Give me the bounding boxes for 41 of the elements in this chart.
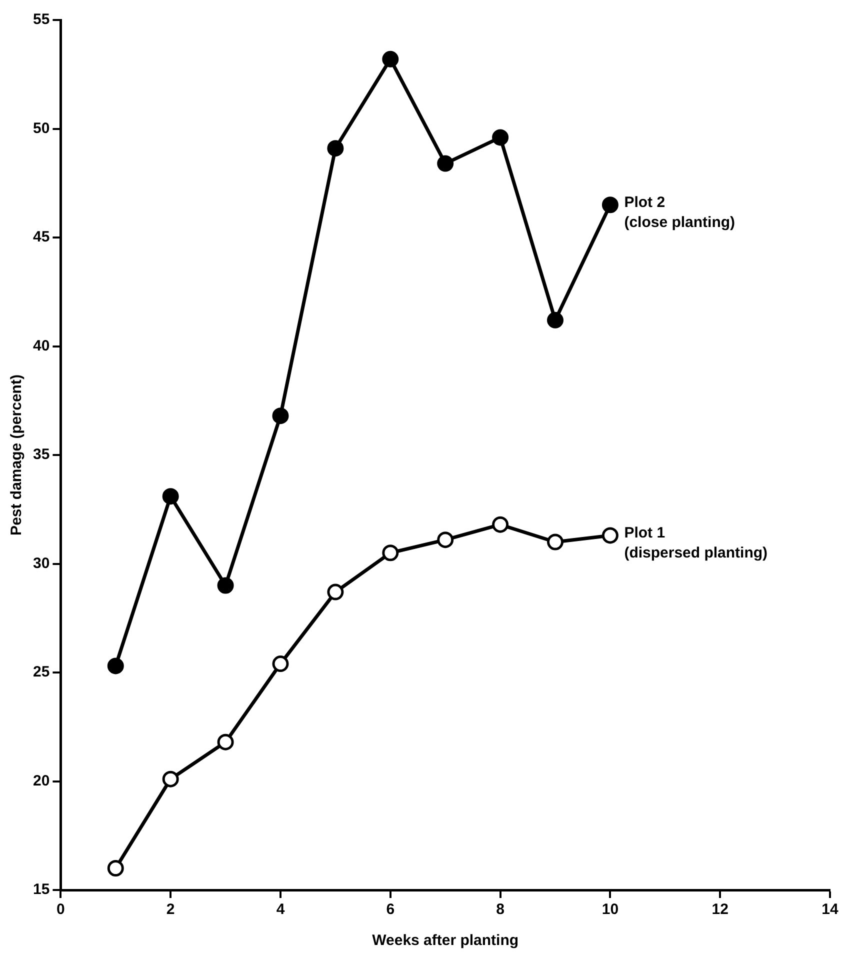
point — [382, 50, 399, 68]
point — [327, 140, 344, 157]
x-tick-label: 4 — [276, 901, 286, 918]
point — [437, 532, 454, 548]
y-tick-label: 25 — [32, 664, 50, 681]
x-tick-label: 10 — [602, 901, 619, 918]
series-label: Plot 1 (dispersed planting) — [624, 524, 768, 562]
x-tick-label: 12 — [712, 901, 728, 918]
point — [272, 408, 289, 424]
point — [217, 734, 234, 750]
y-tick-label: 45 — [32, 228, 50, 246]
x-tick-label: 6 — [386, 901, 395, 918]
point — [437, 155, 454, 172]
x-tick-label: 2 — [166, 901, 175, 918]
point — [327, 584, 344, 600]
point — [382, 544, 399, 562]
point — [107, 658, 124, 674]
x-tick-label: 0 — [56, 901, 65, 918]
y-tick-label: 20 — [32, 772, 50, 790]
y-tick-label: 40 — [32, 337, 50, 354]
x-axis-title: Weeks after planting — [372, 932, 519, 950]
y-tick-label: 30 — [32, 554, 50, 572]
point — [272, 656, 289, 672]
y-tick-label: 35 — [32, 446, 50, 464]
point — [492, 516, 509, 533]
point — [492, 129, 509, 146]
series-label: Plot 2 (close planting) — [624, 194, 736, 232]
point — [602, 527, 618, 544]
y-tick-label: 15 — [32, 881, 50, 898]
point — [162, 488, 179, 505]
point — [546, 312, 564, 328]
point — [602, 196, 618, 214]
x-tick-label: 14 — [822, 901, 839, 918]
point — [217, 577, 234, 594]
point — [107, 860, 124, 876]
x-tick-label: 8 — [496, 901, 504, 918]
point — [162, 770, 179, 788]
y-tick-label: 50 — [32, 120, 50, 137]
point — [546, 534, 564, 550]
y-axis-title: Pest damage (percent) — [8, 374, 26, 536]
y-tick-label: 55 — [32, 11, 50, 28]
